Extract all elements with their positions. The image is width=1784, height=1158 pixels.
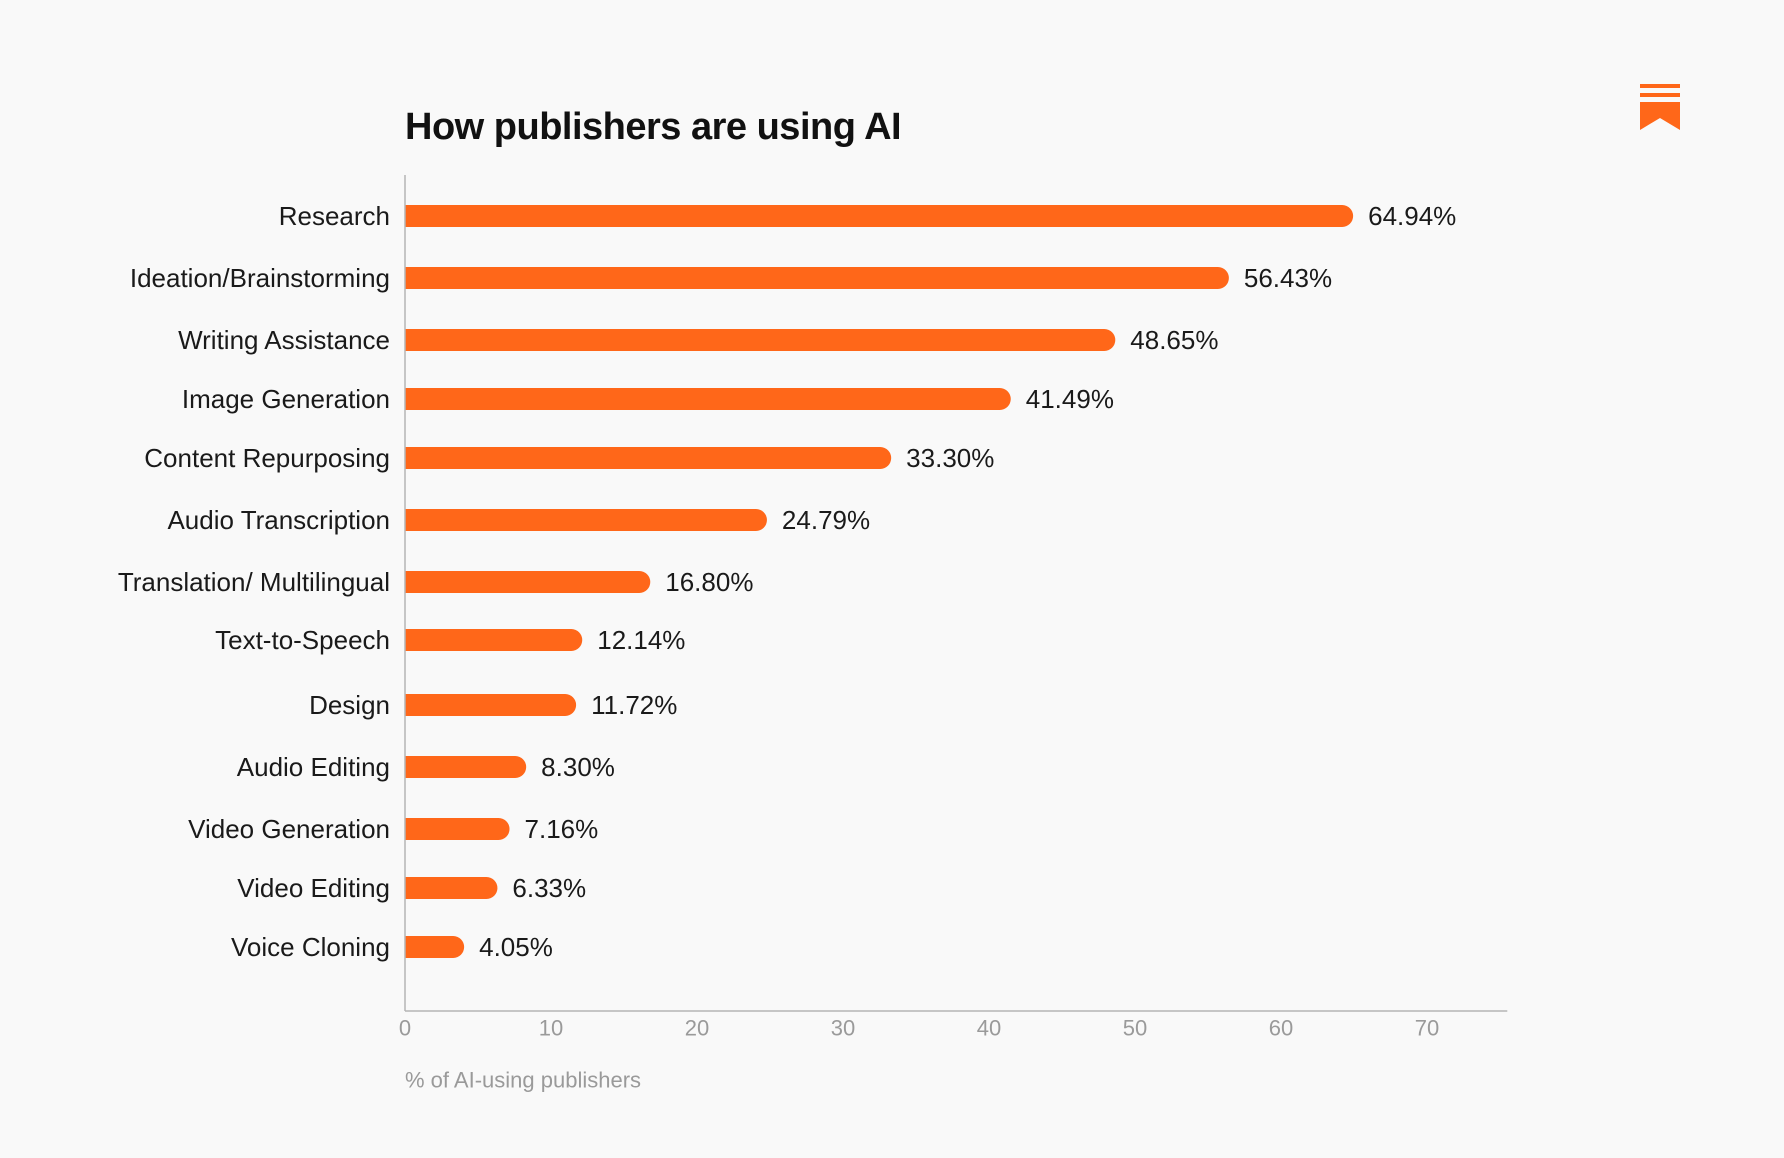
category-label: Voice Cloning — [231, 932, 390, 962]
value-label: 4.05% — [479, 932, 553, 962]
axes — [404, 175, 1508, 1012]
value-label: 24.79% — [782, 505, 870, 535]
x-tick-labels: 0 10 20 30 40 50 60 70 — [399, 1016, 1439, 1041]
bar-2 — [405, 329, 1116, 351]
value-label: 41.49% — [1026, 384, 1114, 414]
bar-10 — [405, 818, 510, 840]
bar-4 — [405, 447, 892, 469]
category-label: Image Generation — [182, 384, 390, 414]
category-label: Content Repurposing — [144, 443, 390, 473]
x-tick-label: 60 — [1269, 1016, 1293, 1041]
bars-layer — [405, 205, 1354, 958]
value-label: 8.30% — [541, 752, 615, 782]
category-label: Ideation/Brainstorming — [130, 263, 390, 293]
bar-8 — [405, 694, 577, 716]
value-label: 48.65% — [1130, 325, 1218, 355]
x-axis-title: % of AI-using publishers — [405, 1068, 641, 1093]
value-label: 12.14% — [597, 625, 685, 655]
bar-9 — [405, 756, 527, 778]
value-label: 56.43% — [1244, 263, 1332, 293]
bar-11 — [405, 877, 498, 899]
value-label: 33.30% — [906, 443, 994, 473]
bar-1 — [405, 267, 1229, 289]
x-tick-label: 40 — [977, 1016, 1001, 1041]
x-tick-label: 10 — [539, 1016, 563, 1041]
bar-12 — [405, 936, 465, 958]
category-label: Translation/ Multilingual — [118, 567, 390, 597]
x-tick-label: 50 — [1123, 1016, 1147, 1041]
category-label: Audio Editing — [237, 752, 390, 782]
category-label: Design — [309, 690, 390, 720]
bar-3 — [405, 388, 1011, 410]
category-label: Audio Transcription — [167, 505, 390, 535]
value-label: 64.94% — [1368, 201, 1456, 231]
value-label: 7.16% — [525, 814, 599, 844]
x-tick-label: 0 — [399, 1016, 411, 1041]
category-label: Video Generation — [188, 814, 390, 844]
value-label: 11.72% — [591, 690, 677, 720]
logo-ribbon — [1640, 102, 1680, 130]
x-tick-label: 30 — [831, 1016, 855, 1041]
bookmark-logo-icon — [1640, 84, 1680, 130]
category-labels: Research Ideation/Brainstorming Writing As… — [118, 201, 390, 962]
category-label: Writing Assistance — [178, 325, 390, 355]
bar-5 — [405, 509, 767, 531]
x-tick-label: 20 — [685, 1016, 709, 1041]
chart-title: How publishers are using AI — [405, 106, 902, 148]
value-label: 16.80% — [665, 567, 753, 597]
logo-stripe-top — [1640, 84, 1680, 88]
category-label: Research — [279, 201, 390, 231]
category-label: Text-to-Speech — [215, 625, 390, 655]
bar-6 — [405, 571, 651, 593]
bar-7 — [405, 629, 583, 651]
logo-stripe-middle — [1640, 93, 1680, 97]
bar-0 — [405, 205, 1354, 227]
category-label: Video Editing — [237, 873, 390, 903]
value-label: 6.33% — [512, 873, 586, 903]
x-tick-label: 70 — [1415, 1016, 1439, 1041]
value-labels: 64.94% 56.43% 48.65% 41.49% 33.30% 24.79% 16.8… — [479, 201, 1456, 962]
